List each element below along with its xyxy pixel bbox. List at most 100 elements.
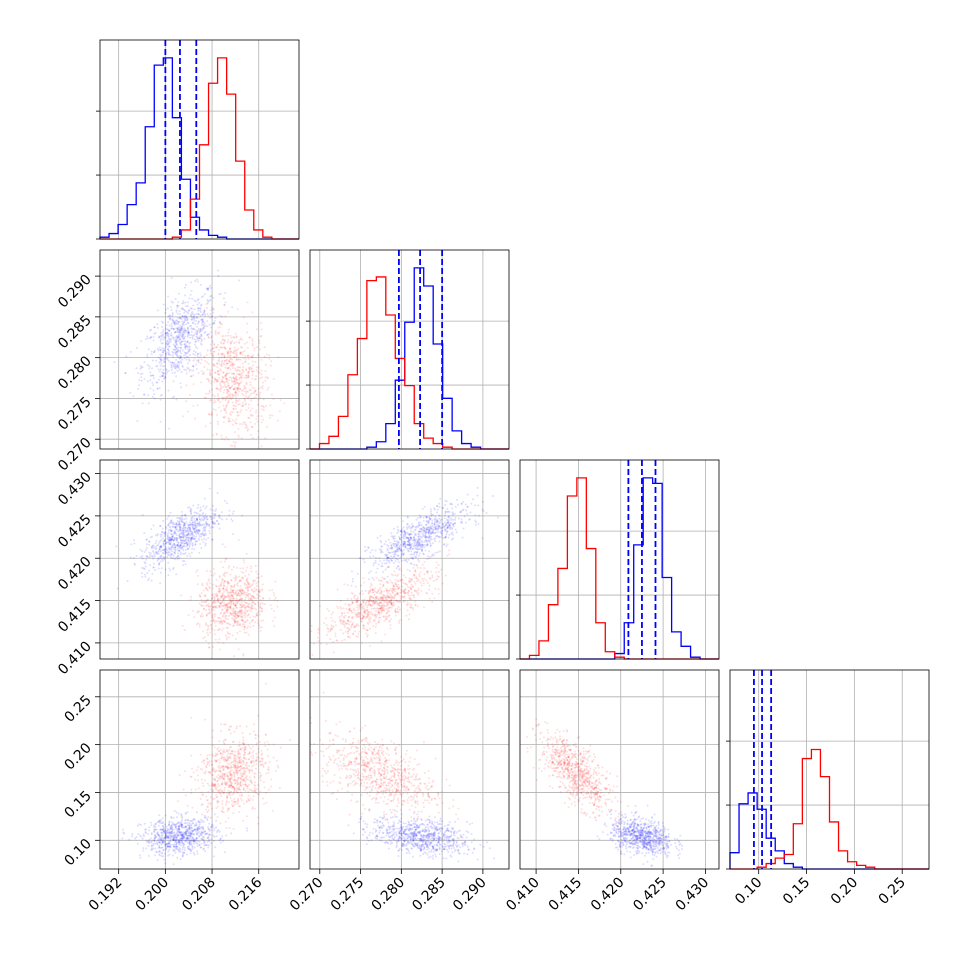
sample-point [196, 316, 199, 319]
sample-point [317, 640, 320, 643]
sample-point [260, 421, 263, 424]
sample-point [150, 374, 153, 377]
sample-point [167, 329, 170, 332]
sample-point [150, 840, 153, 843]
sample-point [236, 598, 239, 601]
sample-point [172, 568, 175, 571]
sample-point [428, 588, 431, 591]
sample-point [180, 520, 183, 523]
sample-point [261, 376, 264, 379]
sample-point [241, 338, 244, 341]
sample-point [186, 335, 189, 338]
sample-point [436, 508, 439, 511]
sample-point [179, 839, 182, 842]
sample-point [207, 827, 210, 830]
sample-point [255, 409, 258, 412]
sample-point [376, 603, 379, 606]
sample-point [389, 593, 392, 596]
sample-point [159, 571, 162, 574]
sample-point [184, 825, 187, 828]
sample-point [426, 570, 429, 573]
sample-point [176, 363, 179, 366]
sample-point [394, 545, 397, 548]
sample-point [420, 539, 423, 542]
sample-point [413, 544, 416, 547]
sample-point [219, 584, 222, 587]
sample-point [173, 836, 176, 839]
sample-point [138, 384, 141, 387]
sample-point [402, 590, 405, 593]
sample-point [221, 381, 224, 384]
sample-point [272, 609, 275, 612]
sample-point [242, 350, 245, 353]
sample-point [241, 346, 243, 349]
sample-point [208, 587, 211, 590]
sample-point [458, 511, 461, 514]
sample-point [438, 525, 441, 528]
sample-point [211, 538, 214, 541]
sample-point [247, 371, 250, 374]
sample-point [221, 375, 224, 378]
sample-point [146, 364, 149, 367]
sample-point [249, 421, 252, 424]
sample-point [177, 828, 180, 831]
sample-point [198, 840, 201, 843]
sample-point [189, 510, 192, 513]
sample-point [187, 350, 190, 353]
sample-point [225, 606, 228, 609]
sample-point [184, 514, 187, 517]
sample-point [224, 605, 227, 608]
sample-point [175, 536, 178, 539]
sample-point [157, 550, 160, 553]
sample-point [177, 516, 180, 519]
sample-point [166, 333, 169, 336]
sample-point [344, 614, 347, 617]
sample-point [406, 601, 409, 604]
sample-point [244, 374, 247, 377]
sample-point [199, 542, 202, 545]
sample-point [157, 820, 160, 823]
sample-point [254, 396, 257, 399]
sample-point [457, 517, 460, 520]
sample-point [221, 615, 224, 618]
sample-point [141, 402, 144, 405]
sample-point [251, 595, 254, 598]
sample-point [181, 349, 184, 352]
sample-point [379, 559, 382, 562]
sample-point [184, 301, 187, 304]
sample-point [398, 538, 401, 541]
sample-point [209, 298, 212, 301]
sample-point [268, 414, 271, 417]
sample-point [226, 381, 229, 384]
sample-point [189, 539, 192, 542]
sample-point [193, 840, 195, 843]
sample-point [210, 599, 213, 602]
sample-point [367, 618, 370, 621]
sample-point [232, 607, 235, 610]
sample-point [160, 839, 163, 842]
sample-point [135, 835, 138, 838]
sample-point [180, 352, 183, 355]
sample-point [154, 331, 157, 334]
sample-point [177, 549, 180, 552]
sample-point [362, 625, 365, 628]
sample-point [394, 553, 397, 556]
sample-point [341, 612, 344, 615]
sample-point [226, 590, 229, 593]
sample-point [362, 592, 365, 595]
sample-point [170, 553, 173, 556]
sample-point [233, 445, 236, 448]
sample-point [163, 535, 166, 538]
sample-point [136, 842, 139, 845]
sample-point [157, 833, 160, 836]
sample-point [255, 393, 258, 396]
sample-point [238, 378, 241, 381]
sample-point [231, 401, 234, 404]
sample-point [216, 594, 219, 597]
sample-point [213, 605, 216, 608]
sample-point [185, 542, 188, 545]
sample-point [419, 544, 422, 547]
sample-point [194, 526, 197, 529]
sample-point [411, 578, 414, 581]
sample-point [199, 310, 202, 313]
